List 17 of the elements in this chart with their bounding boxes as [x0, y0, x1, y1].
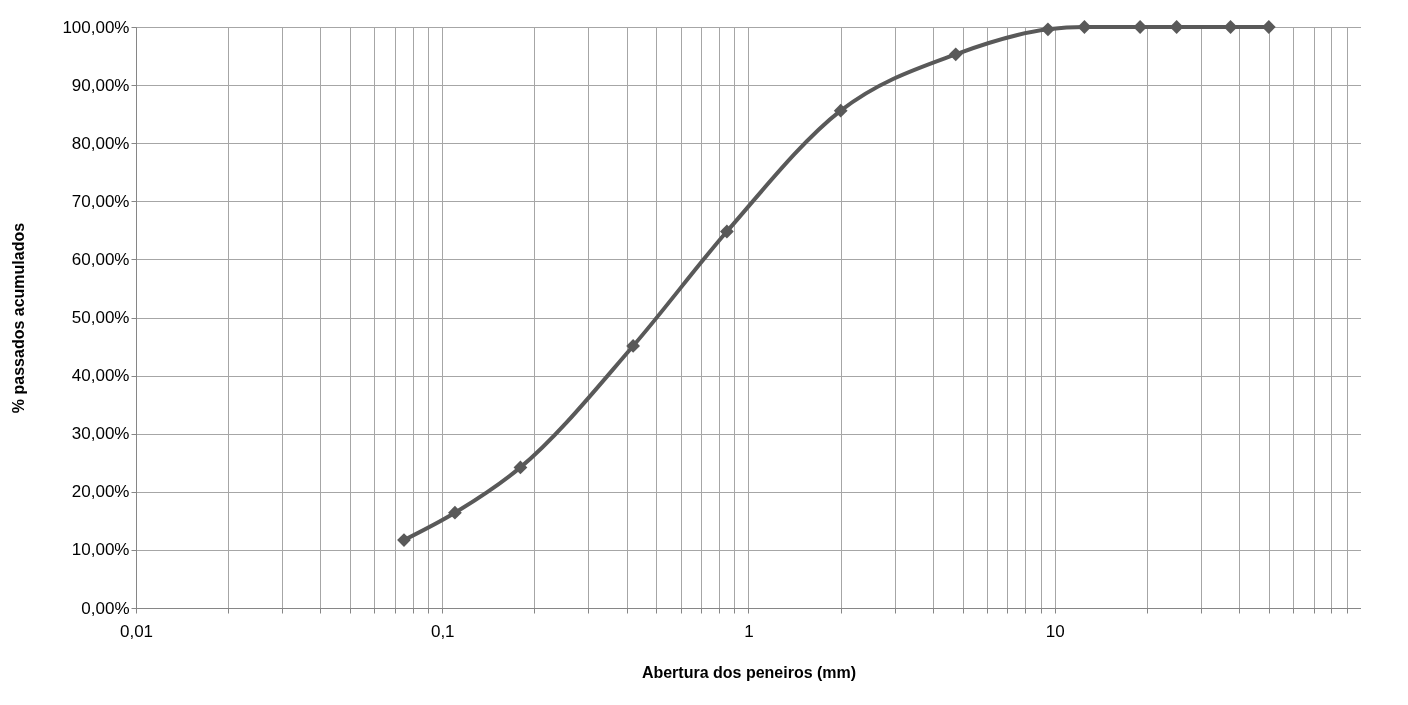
- y-tick-label: 30,00%: [71, 424, 130, 444]
- x-axis-title: Abertura dos peneiros (mm): [641, 663, 857, 681]
- y-tick-label: 100,00%: [62, 17, 130, 37]
- x-tick-label: 0,01: [119, 621, 154, 641]
- x-tick-label: 1: [744, 621, 754, 641]
- x-tick-label: 0,1: [430, 621, 455, 641]
- y-tick-label: 40,00%: [71, 366, 130, 386]
- x-tick-label: 10: [1045, 621, 1065, 641]
- y-axis-title: % passados acumulados: [10, 222, 28, 414]
- y-tick-label: 70,00%: [71, 191, 130, 211]
- y-tick-label: 60,00%: [71, 249, 130, 269]
- y-tick-label: 0,00%: [81, 598, 130, 618]
- y-tick-label: 20,00%: [71, 482, 130, 502]
- y-tick-label: 90,00%: [71, 75, 130, 95]
- y-tick-label: 10,00%: [71, 540, 130, 560]
- y-tick-label: 80,00%: [71, 133, 130, 153]
- y-tick-label: 50,00%: [71, 308, 130, 327]
